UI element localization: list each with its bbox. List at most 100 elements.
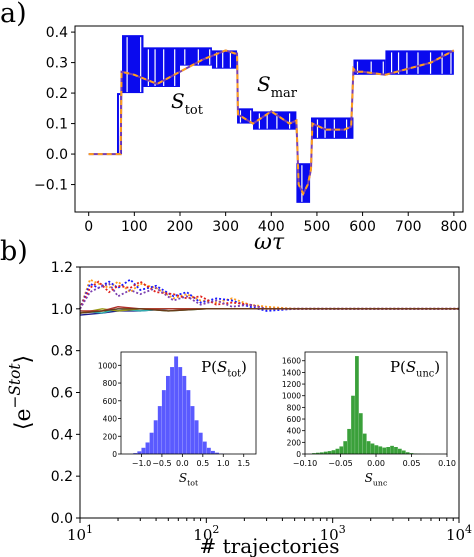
inset-y-tick-label: 1600 (282, 357, 301, 366)
histogram-bar (339, 446, 344, 454)
y-tick-label: 1.2 (51, 260, 73, 276)
inset-y-tick-label: 1000 (98, 361, 117, 370)
histogram-bar (153, 420, 158, 454)
histogram-bar (362, 433, 367, 454)
inset-x-tick-label: 0.10 (438, 459, 456, 468)
panel-b-label: b) (0, 236, 28, 267)
histogram-bar (178, 367, 183, 454)
inset-1: −1.0 −0.5 0.0 0.5 1.0 1.5 0 200 400 600 800 1000 P(S… (81, 347, 262, 493)
histogram-bar (198, 432, 203, 454)
x-tick-label: 100 (121, 219, 148, 235)
series-line-3 (79, 280, 459, 310)
x-tick-label: 700 (395, 219, 422, 235)
inset-y-tick-label: 600 (287, 415, 302, 424)
inset-y-tick-label: 0 (112, 450, 117, 459)
inset-x-tick-label: 1.0 (217, 459, 230, 468)
histogram-bar (409, 453, 414, 454)
histogram-bar (149, 432, 154, 454)
inset-2: −0.10 −0.05 0.00 0.05 0.10 0 200 400 600 800 1000 1… (265, 347, 456, 493)
x-tick-label: 102 (193, 523, 219, 544)
inset-y-tick-label: 400 (103, 415, 118, 424)
histogram-bar (215, 452, 219, 454)
histogram-bar (358, 413, 363, 454)
inset-x-tick-label: 0.05 (403, 459, 421, 468)
smar-line-base (88, 49, 455, 196)
x-tick-label: 400 (258, 219, 285, 235)
annotation-stot: Stot​ (171, 89, 204, 118)
histogram-bar (401, 450, 406, 454)
x-tick-label: 200 (167, 219, 194, 235)
inset-x-tick-label: 1.5 (237, 459, 250, 468)
histogram-bar (405, 452, 410, 454)
inset-y-tick-label: 0 (296, 450, 301, 459)
series-line-1 (79, 278, 459, 310)
histogram-bar (378, 446, 383, 454)
inset-y-tick-label: 600 (103, 397, 118, 406)
histogram-bar (141, 447, 146, 454)
stot-band-segment (310, 117, 354, 139)
inset-x-tick-label: −0.5 (152, 459, 171, 468)
histogram-bar (312, 453, 316, 454)
inset-title: P(Stot​) (201, 358, 247, 380)
stot-band (88, 35, 454, 203)
y-tick-label: 0.3 (46, 56, 68, 72)
histogram-bar (370, 443, 375, 454)
histogram-bar (319, 452, 324, 454)
inset-y-tick-label: 1400 (282, 368, 301, 377)
histogram-bar (355, 356, 359, 454)
y-tick-label: 0.4 (46, 25, 68, 41)
y-tick-label: 0.2 (51, 469, 73, 485)
histogram-bar (335, 448, 340, 454)
inset-x-tick-label: 0.0 (176, 459, 189, 468)
x-tick-label: 0 (84, 219, 93, 235)
y-tick-label: 0.4 (51, 427, 73, 443)
inset-y-tick-label: 400 (287, 427, 302, 436)
histogram-bar (323, 451, 328, 454)
x-tick-label: 800 (441, 219, 468, 235)
histogram-bar (206, 447, 211, 454)
y-tick-label: 0.1 (46, 117, 68, 133)
histogram-bar (145, 442, 150, 454)
panel-b: 101 102 103 104 0.0 0.2 0.4 0.6 0.8 1.0 1.2 # traje… (6, 260, 472, 557)
inset-y-tick-label: 200 (287, 438, 302, 447)
inset-y-tick-label: 200 (103, 432, 118, 441)
x-axis-label-a: ωτ (254, 230, 285, 255)
y-tick-label: 0.6 (51, 386, 73, 402)
histogram-bar (316, 452, 320, 454)
inset-x-tick-label: 0.00 (367, 459, 385, 468)
inset-x-label: Sunc​ (365, 471, 388, 488)
histogram-bar (211, 450, 215, 454)
y-tick-label: 0.8 (51, 344, 73, 360)
x-axis-label-b: # trajectories (199, 534, 339, 557)
inset-y-tick-label: 1000 (282, 392, 301, 401)
histogram-bar (327, 451, 332, 454)
x-tick-label: 103 (320, 523, 346, 544)
histogram-bar (137, 451, 142, 454)
inset-y-tick-label: 800 (103, 379, 118, 388)
histogram-bar (157, 406, 162, 454)
y-tick-label: 1.0 (51, 302, 73, 318)
histogram-bar (202, 441, 207, 454)
stot-band-segment (296, 163, 311, 203)
inset-y-tick-label: 1200 (282, 380, 301, 389)
histogram-bar (194, 420, 199, 454)
y-tick-label: 0.2 (46, 86, 68, 102)
histogram-bar (331, 450, 336, 454)
inset-y-tick-label: 800 (287, 403, 302, 412)
histogram-bar (190, 406, 195, 454)
inset-x-tick-label: −0.05 (328, 459, 353, 468)
histogram-bar (347, 428, 351, 454)
x-tick-label: 104 (446, 523, 472, 544)
inset-x-tick-label: −0.10 (293, 459, 318, 468)
panel-a-frame (74, 25, 464, 213)
y-tick-label: −0.1 (34, 178, 68, 194)
histogram-bar (351, 395, 355, 454)
inset-x-label: Stot​ (179, 471, 199, 488)
y-tick-label: 0.0 (46, 147, 68, 163)
x-tick-label: 300 (212, 219, 239, 235)
inset-x-tick-label: −1.0 (132, 459, 151, 468)
histogram-bar (182, 375, 187, 454)
histogram-bar (390, 445, 394, 454)
inset-frame (120, 351, 257, 455)
